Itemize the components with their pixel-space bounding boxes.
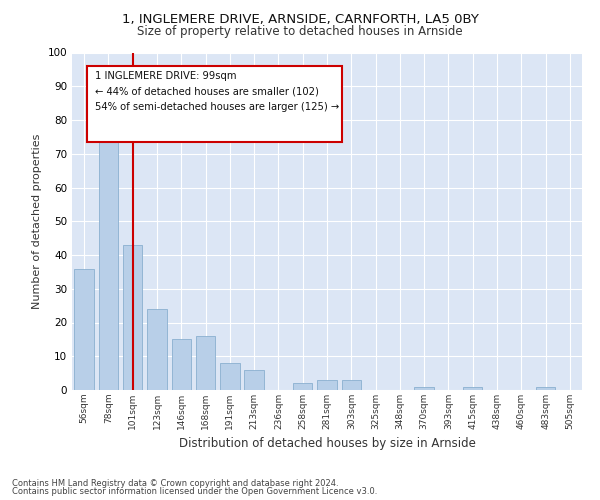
Bar	[317, 380, 337, 390]
Text: 1 INGLEMERE DRIVE: 99sqm
← 44% of detached houses are smaller (102)
54% of semi-: 1 INGLEMERE DRIVE: 99sqm ← 44% of detach…	[95, 71, 339, 112]
X-axis label: Distribution of detached houses by size in Arnside: Distribution of detached houses by size …	[179, 438, 475, 450]
Text: 1, INGLEMERE DRIVE, ARNSIDE, CARNFORTH, LA5 0BY: 1, INGLEMERE DRIVE, ARNSIDE, CARNFORTH, …	[122, 12, 478, 26]
Bar	[147, 309, 167, 390]
Bar	[415, 386, 434, 390]
Bar	[123, 245, 142, 390]
Bar	[196, 336, 215, 390]
Text: Contains HM Land Registry data © Crown copyright and database right 2024.: Contains HM Land Registry data © Crown c…	[12, 478, 338, 488]
Y-axis label: Number of detached properties: Number of detached properties	[32, 134, 42, 309]
Bar	[172, 340, 191, 390]
Bar	[341, 380, 361, 390]
Bar	[244, 370, 264, 390]
Bar	[293, 383, 313, 390]
Text: Size of property relative to detached houses in Arnside: Size of property relative to detached ho…	[137, 25, 463, 38]
Bar	[536, 386, 555, 390]
Bar	[99, 126, 118, 390]
Bar	[463, 386, 482, 390]
Bar	[74, 268, 94, 390]
Text: Contains public sector information licensed under the Open Government Licence v3: Contains public sector information licen…	[12, 487, 377, 496]
Bar	[220, 363, 239, 390]
FancyBboxPatch shape	[88, 66, 342, 142]
